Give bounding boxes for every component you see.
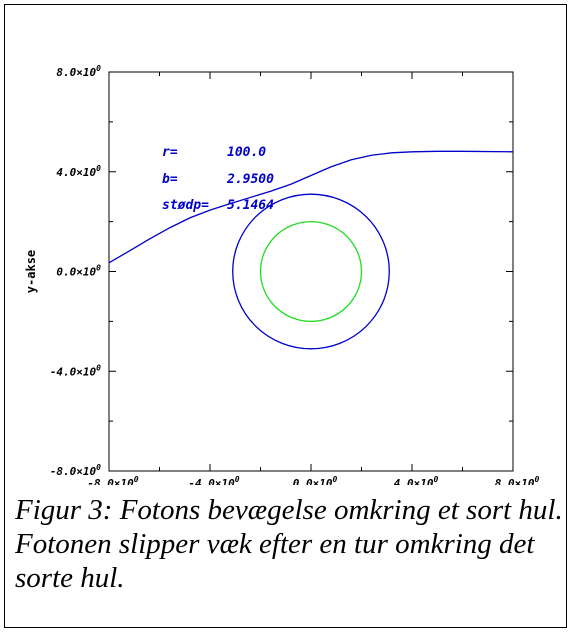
x-tick-label: 4.0×100 [394,475,439,485]
photon-orbit-circle [232,193,390,350]
chart: -8.0×100 -4.0×100 0.0×100 4.0×100 8.0×100 -8… [24,64,539,485]
y-tick-label: 8.0×100 [56,64,101,79]
y-tick-label: 0.0×100 [56,264,101,279]
y-tick-label: -4.0×100 [50,363,101,378]
annotation-label: stødp= [162,198,209,213]
y-tick-labels: -8.0×100 -4.0×100 0.0×100 4.0×100 8.0×100 [50,64,101,478]
annotation-label: b= [162,172,178,187]
black-hole-horizon-circle [259,220,363,323]
x-tick-label: -4.0×100 [188,475,239,485]
plot-axes [108,71,514,472]
y-tick-label: 4.0×100 [56,164,101,179]
tick-marks [108,71,514,472]
annotation-value: 5.1464 [227,198,274,213]
figure-frame: -8.0×100 -4.0×100 0.0×100 4.0×100 8.0×100 -8… [4,4,567,628]
annotation-label: r= [162,145,178,160]
figure-caption: Figur 3: Fotons bevægelse omkring et sor… [15,494,563,594]
annotations: r= 100.0 b= 2.9500 stødp= 5.1464 [162,145,274,213]
series-group [108,150,514,350]
x-tick-labels: -8.0×100 -4.0×100 0.0×100 4.0×100 8.0×100 [87,475,539,485]
trajectory-line [108,150,514,264]
annotation-value: 100.0 [227,145,266,160]
x-tick-label: -8.0×100 [87,475,138,485]
y-axis-label: y-akse [24,250,38,293]
plot-box [108,71,514,472]
y-tick-label: -8.0×100 [50,463,101,478]
x-tick-label: 8.0×100 [495,475,540,485]
x-tick-label: 0.0×100 [293,475,338,485]
annotation-value: 2.9500 [226,172,274,187]
